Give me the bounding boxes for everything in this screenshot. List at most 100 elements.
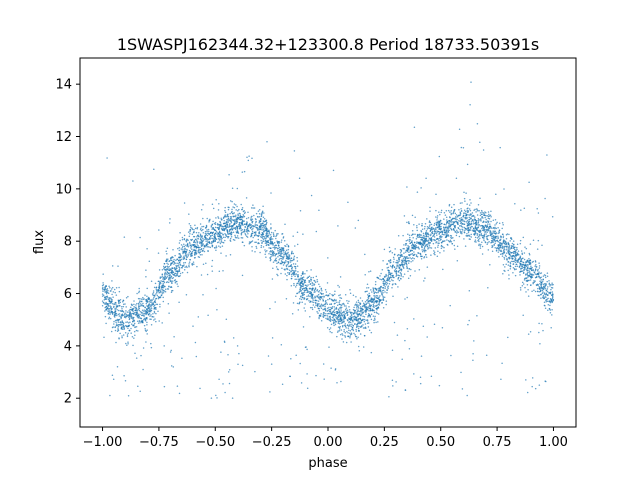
- data-point: [508, 248, 510, 250]
- data-point: [202, 217, 204, 220]
- data-point: [157, 280, 160, 283]
- data-point: [183, 268, 186, 271]
- data-point: [524, 246, 526, 248]
- data-point: [139, 310, 142, 313]
- data-point: [257, 235, 260, 238]
- data-point: [377, 297, 380, 300]
- data-point: [411, 257, 414, 259]
- data-point: [487, 238, 489, 241]
- data-point: [121, 308, 123, 310]
- data-point: [503, 242, 506, 245]
- data-point: [278, 246, 281, 249]
- data-point: [482, 212, 485, 214]
- data-point: [272, 232, 275, 234]
- data-point: [191, 233, 194, 235]
- data-point: [210, 226, 213, 228]
- data-point: [199, 233, 202, 235]
- data-point: [181, 267, 183, 269]
- data-point: [531, 290, 533, 293]
- data-point: [297, 274, 300, 276]
- data-point: [356, 308, 358, 310]
- data-point: [176, 258, 179, 260]
- data-point: [439, 219, 442, 222]
- data-point: [540, 293, 542, 296]
- data-point: [427, 241, 430, 244]
- data-point: [336, 382, 338, 384]
- data-point: [389, 265, 392, 267]
- data-point: [403, 244, 405, 246]
- data-point: [372, 289, 375, 291]
- data-point: [501, 246, 504, 249]
- data-point: [420, 355, 423, 357]
- data-point: [254, 223, 257, 225]
- data-point: [145, 301, 148, 303]
- data-point: [277, 244, 280, 247]
- data-point: [244, 225, 246, 228]
- data-point: [434, 253, 436, 256]
- data-point: [395, 261, 397, 264]
- data-point: [481, 211, 483, 213]
- data-point: [405, 262, 408, 265]
- data-point: [304, 279, 306, 282]
- data-point: [532, 282, 534, 285]
- data-point: [269, 242, 272, 245]
- data-point: [138, 309, 141, 312]
- data-point: [410, 260, 412, 263]
- data-point: [167, 267, 169, 270]
- data-point: [366, 283, 369, 285]
- data-point: [468, 218, 471, 221]
- data-point: [325, 317, 327, 320]
- data-point: [348, 318, 351, 320]
- data-point: [409, 274, 412, 277]
- data-point: [230, 227, 233, 230]
- data-point: [291, 312, 294, 315]
- data-point: [310, 288, 312, 290]
- data-point: [488, 218, 491, 220]
- data-point: [150, 318, 152, 320]
- data-point: [533, 289, 535, 292]
- data-point: [487, 220, 490, 222]
- data-point: [529, 243, 532, 245]
- data-point: [220, 252, 222, 254]
- data-point: [500, 244, 503, 246]
- data-point: [193, 248, 195, 251]
- data-point: [300, 287, 302, 289]
- data-point: [174, 279, 177, 281]
- data-point: [340, 310, 342, 312]
- data-point: [492, 236, 494, 238]
- data-point: [349, 292, 352, 295]
- data-point: [240, 236, 243, 239]
- data-point: [164, 265, 167, 268]
- data-point: [364, 323, 367, 325]
- data-point: [461, 202, 463, 204]
- data-point: [135, 308, 138, 310]
- data-point: [419, 243, 422, 246]
- data-point: [175, 259, 177, 261]
- data-point: [425, 233, 428, 236]
- data-point: [103, 298, 106, 301]
- data-point: [138, 301, 141, 304]
- data-point: [494, 227, 496, 230]
- data-point: [270, 228, 272, 230]
- data-point: [314, 301, 317, 304]
- data-point: [436, 215, 439, 217]
- data-point: [176, 283, 178, 285]
- data-point: [110, 301, 112, 303]
- data-point: [117, 321, 120, 323]
- data-point: [258, 208, 261, 211]
- data-point: [492, 219, 495, 222]
- data-point: [338, 303, 341, 306]
- data-point: [551, 301, 554, 304]
- data-point: [357, 219, 360, 222]
- data-point: [394, 268, 397, 270]
- data-point: [480, 234, 482, 237]
- data-point: [426, 228, 429, 230]
- data-point: [533, 272, 536, 274]
- data-point: [322, 313, 325, 316]
- data-point: [379, 275, 381, 277]
- data-point: [260, 244, 263, 247]
- data-point: [129, 315, 132, 318]
- data-point: [404, 298, 406, 300]
- data-point: [458, 235, 461, 238]
- data-point: [281, 252, 283, 255]
